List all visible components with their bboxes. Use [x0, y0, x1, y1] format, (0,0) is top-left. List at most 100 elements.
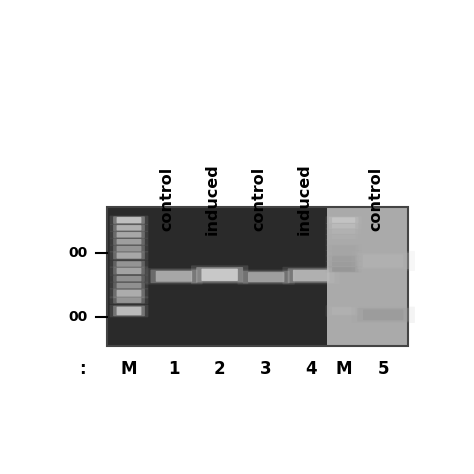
- Text: M: M: [336, 360, 352, 378]
- FancyBboxPatch shape: [109, 216, 148, 225]
- FancyBboxPatch shape: [329, 234, 358, 240]
- FancyBboxPatch shape: [329, 256, 358, 261]
- FancyBboxPatch shape: [117, 217, 141, 223]
- FancyBboxPatch shape: [326, 250, 362, 256]
- FancyBboxPatch shape: [109, 288, 148, 298]
- FancyBboxPatch shape: [326, 239, 362, 246]
- FancyBboxPatch shape: [201, 269, 238, 281]
- FancyBboxPatch shape: [109, 275, 148, 283]
- FancyBboxPatch shape: [237, 270, 295, 285]
- Text: 1: 1: [168, 360, 180, 378]
- FancyBboxPatch shape: [326, 234, 362, 240]
- FancyBboxPatch shape: [113, 289, 145, 298]
- Text: control: control: [251, 167, 266, 231]
- FancyBboxPatch shape: [117, 239, 141, 245]
- FancyBboxPatch shape: [329, 224, 358, 229]
- FancyBboxPatch shape: [117, 246, 141, 251]
- FancyBboxPatch shape: [332, 267, 356, 272]
- FancyBboxPatch shape: [117, 276, 141, 282]
- FancyBboxPatch shape: [243, 271, 290, 283]
- FancyBboxPatch shape: [109, 245, 148, 253]
- FancyBboxPatch shape: [332, 251, 356, 255]
- FancyBboxPatch shape: [109, 266, 148, 275]
- FancyBboxPatch shape: [109, 305, 148, 317]
- FancyBboxPatch shape: [117, 232, 141, 237]
- FancyBboxPatch shape: [283, 267, 340, 284]
- FancyBboxPatch shape: [351, 307, 415, 323]
- FancyBboxPatch shape: [326, 223, 362, 229]
- Text: M: M: [121, 360, 137, 378]
- FancyBboxPatch shape: [332, 229, 356, 234]
- FancyBboxPatch shape: [117, 298, 141, 303]
- FancyBboxPatch shape: [113, 283, 145, 289]
- FancyBboxPatch shape: [326, 216, 362, 224]
- FancyBboxPatch shape: [117, 261, 141, 267]
- FancyBboxPatch shape: [117, 225, 141, 230]
- FancyBboxPatch shape: [151, 270, 197, 283]
- FancyBboxPatch shape: [109, 282, 148, 290]
- Text: :: :: [79, 360, 86, 378]
- FancyBboxPatch shape: [109, 231, 148, 238]
- Text: induced: induced: [296, 164, 311, 235]
- FancyBboxPatch shape: [113, 261, 145, 267]
- FancyBboxPatch shape: [332, 224, 356, 228]
- FancyBboxPatch shape: [332, 256, 356, 261]
- FancyBboxPatch shape: [248, 272, 284, 282]
- Bar: [107, 207, 408, 346]
- FancyBboxPatch shape: [109, 238, 148, 246]
- FancyBboxPatch shape: [109, 224, 148, 232]
- FancyBboxPatch shape: [117, 283, 141, 288]
- Text: control: control: [368, 167, 383, 231]
- FancyBboxPatch shape: [196, 267, 243, 283]
- FancyBboxPatch shape: [326, 255, 362, 262]
- FancyBboxPatch shape: [113, 297, 145, 303]
- FancyBboxPatch shape: [329, 245, 358, 251]
- FancyBboxPatch shape: [363, 255, 403, 267]
- FancyBboxPatch shape: [329, 229, 358, 235]
- Bar: [327, 207, 408, 346]
- FancyBboxPatch shape: [191, 265, 248, 284]
- Text: 3: 3: [260, 360, 272, 378]
- FancyBboxPatch shape: [117, 307, 141, 315]
- FancyBboxPatch shape: [326, 261, 362, 267]
- FancyBboxPatch shape: [145, 268, 202, 284]
- FancyBboxPatch shape: [293, 270, 329, 282]
- FancyBboxPatch shape: [109, 296, 148, 304]
- FancyBboxPatch shape: [357, 253, 409, 269]
- Text: 4: 4: [305, 360, 317, 378]
- FancyBboxPatch shape: [113, 306, 145, 316]
- Text: induced: induced: [205, 164, 219, 235]
- FancyBboxPatch shape: [332, 262, 356, 266]
- FancyBboxPatch shape: [332, 246, 356, 250]
- FancyBboxPatch shape: [351, 251, 415, 271]
- FancyBboxPatch shape: [113, 267, 145, 275]
- FancyBboxPatch shape: [329, 217, 358, 223]
- FancyBboxPatch shape: [329, 267, 358, 272]
- Text: 5: 5: [377, 360, 389, 378]
- Text: 00: 00: [68, 246, 87, 260]
- FancyBboxPatch shape: [332, 307, 356, 315]
- Bar: [107, 207, 327, 346]
- FancyBboxPatch shape: [326, 228, 362, 235]
- FancyBboxPatch shape: [113, 275, 145, 282]
- FancyBboxPatch shape: [113, 231, 145, 238]
- FancyBboxPatch shape: [113, 225, 145, 231]
- FancyBboxPatch shape: [156, 271, 192, 282]
- Text: control: control: [159, 167, 174, 231]
- FancyBboxPatch shape: [109, 251, 148, 260]
- Text: 00: 00: [68, 310, 87, 324]
- FancyBboxPatch shape: [332, 235, 356, 239]
- Text: 2: 2: [214, 360, 226, 378]
- FancyBboxPatch shape: [332, 240, 356, 245]
- FancyBboxPatch shape: [326, 305, 362, 317]
- FancyBboxPatch shape: [113, 216, 145, 224]
- FancyBboxPatch shape: [109, 260, 148, 268]
- FancyBboxPatch shape: [329, 250, 358, 256]
- FancyBboxPatch shape: [288, 268, 335, 283]
- FancyBboxPatch shape: [329, 240, 358, 245]
- FancyBboxPatch shape: [113, 246, 145, 252]
- FancyBboxPatch shape: [117, 253, 141, 259]
- FancyBboxPatch shape: [357, 308, 409, 321]
- FancyBboxPatch shape: [363, 310, 403, 320]
- FancyBboxPatch shape: [113, 252, 145, 259]
